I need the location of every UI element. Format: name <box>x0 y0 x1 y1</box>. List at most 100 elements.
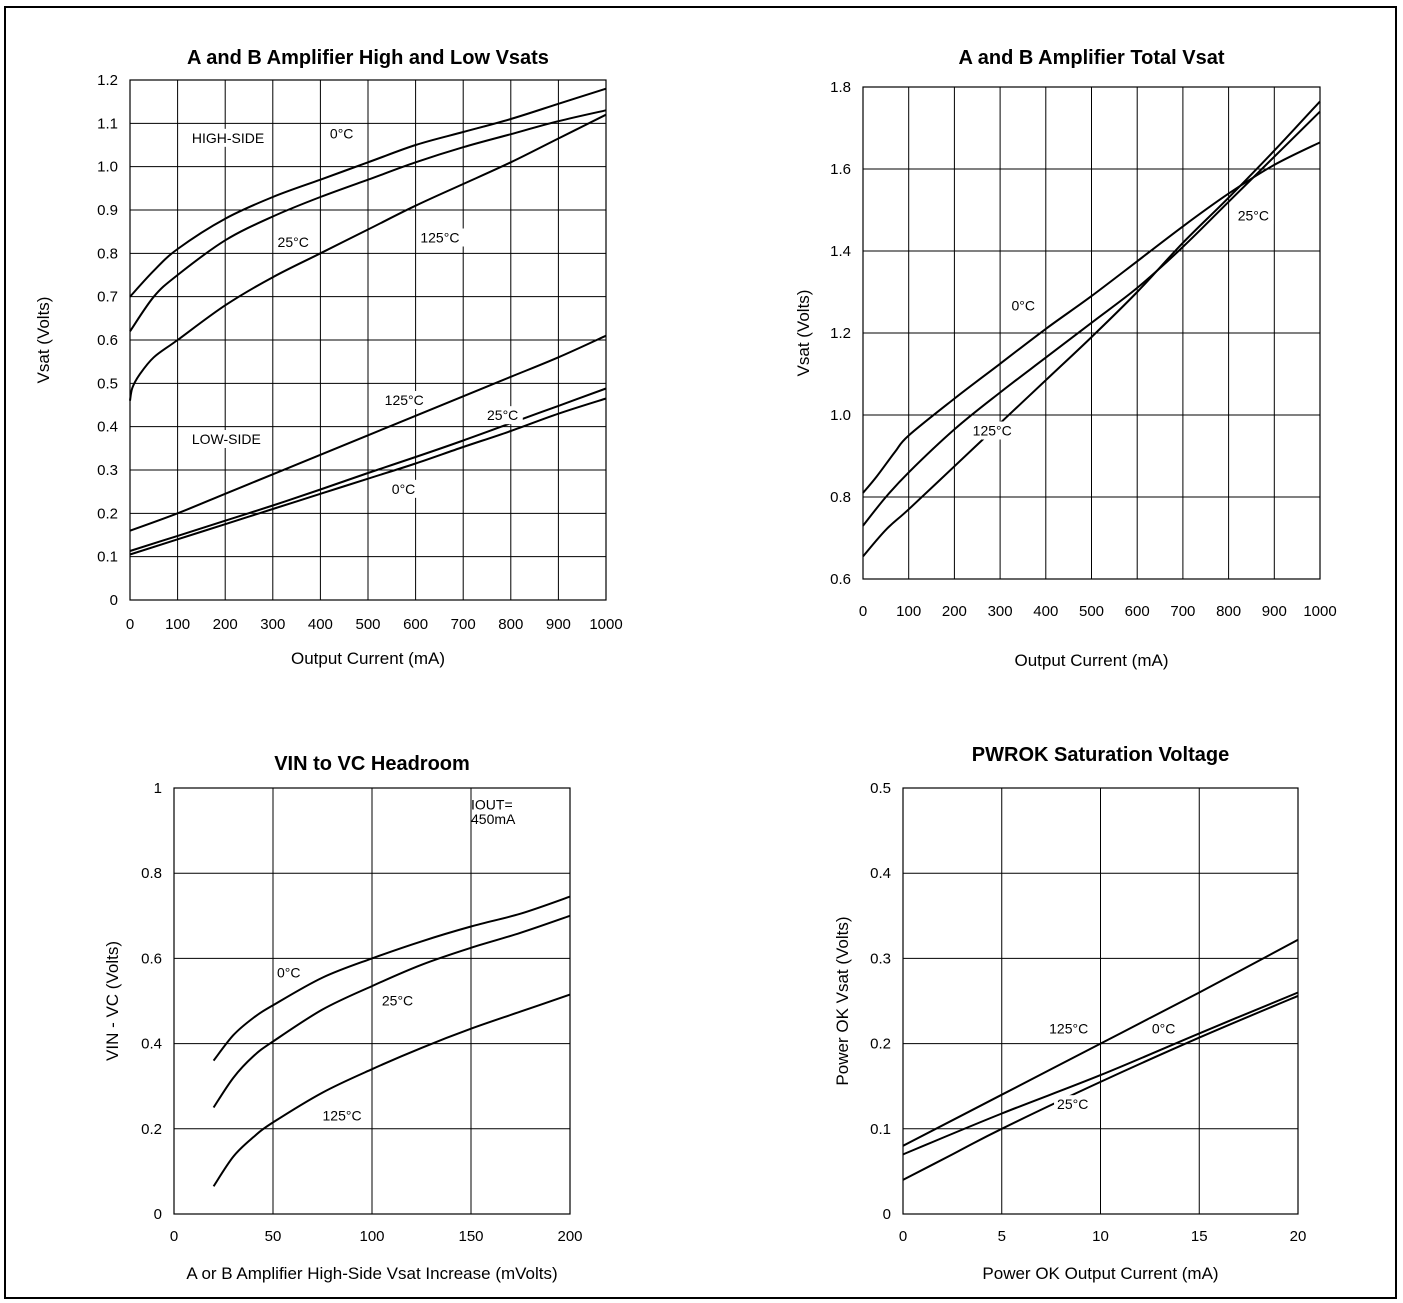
chart-1-x-tick-label: 100 <box>165 616 190 633</box>
chart-2-y-tick-label: 0.8 <box>830 489 851 506</box>
chart-1-annotation: 0°C <box>392 481 416 497</box>
chart-4-x-tick-label: 5 <box>998 1228 1006 1245</box>
chart-4-series-125c-line <box>902 938 1299 1147</box>
chart-2-x-tick-label: 400 <box>1033 603 1058 620</box>
chart-2-x-tick-label: 600 <box>1125 603 1150 620</box>
chart-3-annotation-backing <box>319 1106 367 1125</box>
chart-2-x-axis-label: Output Current (mA) <box>1015 651 1169 670</box>
chart-1-y-tick-label: 0 <box>110 592 118 609</box>
chart-1-y-tick-label: 0.4 <box>97 419 118 436</box>
chart-1-annotation-backing <box>381 391 429 409</box>
chart-3-x-tick-label: 100 <box>359 1228 384 1245</box>
chart-1-x-tick-label: 500 <box>355 616 380 633</box>
chart-1-annotation: HIGH-SIDE <box>192 130 264 146</box>
chart-1-x-tick-label: 400 <box>308 616 333 633</box>
chart-3-y-tick-label: 0.2 <box>141 1121 162 1138</box>
chart-1-y-tick-label: 0.8 <box>97 245 118 262</box>
chart-3-y-tick-label: 0.8 <box>141 865 162 882</box>
chart-1-x-tick-label: 600 <box>403 616 428 633</box>
chart-2-y-tick-label: 1.6 <box>830 161 851 178</box>
chart-1-annotation-backing <box>188 430 261 448</box>
chart-3-x-tick-label: 200 <box>557 1228 582 1245</box>
chart-2-x-tick-label: 500 <box>1079 603 1104 620</box>
chart-1-annotation: 0°C <box>330 126 354 142</box>
chart-3-series-25c-line <box>212 914 571 1109</box>
chart-2-annotation: 0°C <box>1012 297 1036 313</box>
chart-2-annotation-backing <box>1234 206 1274 225</box>
chart-4-x-tick-label: 15 <box>1191 1228 1208 1245</box>
datasheet-figure-page: A and B Amplifier High and Low Vsats 0 100… <box>4 6 1397 1299</box>
chart-1-annotation: 25°C <box>278 234 309 250</box>
chart-3-x-tick-label: 0 <box>170 1228 178 1245</box>
chart-3-y-axis-label: VIN - VC (Volts) <box>103 941 122 1061</box>
chart-1-x-tick-label: 300 <box>260 616 285 633</box>
chart-1-series-high-side-125c-line <box>129 113 607 401</box>
chart-4-y-tick-label: 0.3 <box>870 950 891 967</box>
chart-4-y-tick-label: 0.4 <box>870 865 891 882</box>
chart-4-x-axis-label: Power OK Output Current (mA) <box>982 1264 1218 1283</box>
chart-1-y-tick-label: 1.2 <box>97 72 118 89</box>
chart-1-x-tick-label: 1000 <box>589 616 622 633</box>
chart-3-x-axis-label: A or B Amplifier High-Side Vsat Increase… <box>186 1264 557 1283</box>
chart-3-annotation: IOUT= <box>471 796 513 812</box>
chart-3-series-0c-line <box>212 895 571 1062</box>
chart-1-y-tick-label: 0.5 <box>97 375 118 392</box>
chart-1-y-tick-label: 0.2 <box>97 505 118 522</box>
chart-1-series-high-side-25c-line <box>129 109 607 332</box>
chart-1-x-tick-label: 200 <box>213 616 238 633</box>
chart-3-y-tick-label: 0.4 <box>141 1036 162 1053</box>
chart-4-title: PWROK Saturation Voltage <box>972 744 1229 766</box>
chart-4-x-tick-label: 0 <box>899 1228 907 1245</box>
chart-2-y-axis-label: Vsat (Volts) <box>794 290 813 377</box>
chart-1-annotation: 125°C <box>385 392 424 408</box>
chart-3-title: VIN to VC Headroom <box>274 753 470 775</box>
chart-2-x-tick-label: 300 <box>988 603 1013 620</box>
chart-1-series-low-side-0c-line <box>129 397 607 556</box>
chart-3-y-tick-label: 1 <box>154 780 162 797</box>
chart-4-plot-frame <box>902 787 1299 1215</box>
chart-3-x-tick-label: 50 <box>265 1228 282 1245</box>
chart-2-y-tick-label: 1.8 <box>830 79 851 96</box>
chart-4-y-tick-label: 0.5 <box>870 780 891 797</box>
chart-1-y-tick-label: 0.7 <box>97 289 118 306</box>
chart-1-series-high-side-0c-line <box>129 87 607 298</box>
chart-3-y-tick-label: 0 <box>154 1206 162 1223</box>
chart-1-y-tick-label: 0.3 <box>97 462 118 479</box>
chart-2-x-tick-label: 700 <box>1170 603 1195 620</box>
chart-2-x-tick-label: 0 <box>859 603 867 620</box>
chart-1-title: A and B Amplifier High and Low Vsats <box>187 47 549 69</box>
chart-2-x-tick-label: 100 <box>896 603 921 620</box>
chart-4-series-25c-line <box>902 994 1299 1181</box>
chart-3-series-125c-line <box>212 993 571 1187</box>
chart-1-annotation-backing <box>274 232 314 251</box>
chart-2-x-tick-label: 900 <box>1262 603 1287 620</box>
chart-3-annotation: 450mA <box>471 811 516 827</box>
chart-1-x-tick-label: 900 <box>546 616 571 633</box>
chart-3-annotation: 125°C <box>323 1107 362 1123</box>
chart-2-annotation-backing <box>969 421 1017 440</box>
chart-3-x-tick-label: 150 <box>458 1228 483 1245</box>
chart-3-annotation: 0°C <box>277 965 301 981</box>
chart-4-series-0c-line <box>902 991 1299 1156</box>
chart-1-y-tick-label: 0.9 <box>97 202 118 219</box>
chart-4-annotation: 25°C <box>1057 1096 1088 1112</box>
chart-4-annotation-backing <box>1054 1095 1093 1114</box>
chart-1-y-tick-label: 0.1 <box>97 549 118 566</box>
chart-1-annotation: 25°C <box>487 407 518 423</box>
chart-2-title: A and B Amplifier Total Vsat <box>959 47 1225 69</box>
chart-2-x-tick-label: 200 <box>942 603 967 620</box>
chart-1-x-axis-label: Output Current (mA) <box>291 649 445 668</box>
chart-1-annotation-backing <box>326 124 358 143</box>
chart-2-x-tick-label: 1000 <box>1303 603 1336 620</box>
chart-1-x-tick-label: 0 <box>126 616 134 633</box>
chart-3-annotation: 25°C <box>382 992 413 1008</box>
chart-2-series-125c-line <box>862 100 1321 558</box>
chart-1-x-tick-label: 700 <box>451 616 476 633</box>
chart-1-annotation-backing <box>388 479 420 498</box>
chart-4-x-tick-label: 10 <box>1092 1228 1109 1245</box>
chart-1-y-tick-label: 1.1 <box>97 115 118 132</box>
chart-1-series-low-side-125c-line <box>129 334 607 532</box>
chart-1-y-tick-label: 0.6 <box>97 332 118 349</box>
chart-2-x-tick-label: 800 <box>1216 603 1241 620</box>
